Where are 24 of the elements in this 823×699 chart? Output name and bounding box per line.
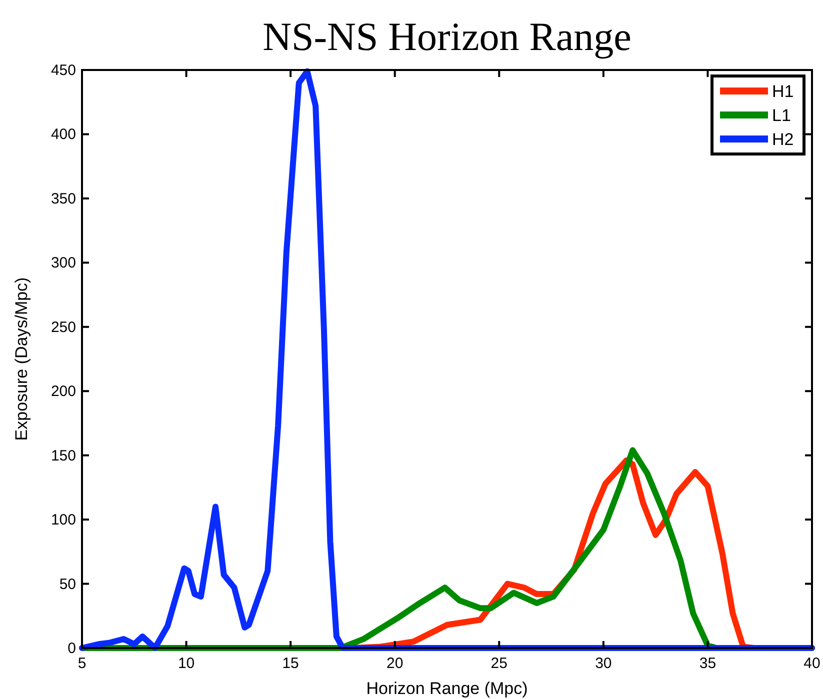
x-axis-title: Horizon Range (Mpc): [366, 679, 528, 698]
x-tick-label: 30: [595, 655, 612, 672]
x-tick-label: 25: [490, 655, 508, 672]
y-tick-label: 0: [68, 640, 76, 657]
y-tick-label: 300: [50, 254, 76, 272]
y-tick-label: 150: [50, 447, 76, 464]
legend-label: H2: [772, 130, 794, 149]
x-tick-label: 20: [386, 655, 404, 672]
y-axis-title: Exposure (Days/Mpc): [12, 277, 31, 441]
x-tick-label: 40: [804, 655, 820, 672]
x-tick-label: 35: [699, 655, 716, 672]
y-tick-label: 50: [59, 576, 76, 593]
x-tick-label: 10: [178, 655, 195, 672]
y-tick-label: 350: [50, 190, 76, 208]
legend-label: H1: [772, 82, 794, 101]
x-tick-label: 15: [282, 655, 299, 672]
y-tick-label: 400: [50, 126, 76, 144]
y-tick-label: 200: [50, 383, 76, 400]
legend-label: L1: [772, 106, 791, 125]
y-tick-label: 250: [50, 318, 76, 336]
chart-title: NS-NS Horizon Range: [262, 14, 632, 59]
y-tick-label: 450: [50, 62, 76, 79]
x-tick-label: 5: [78, 655, 86, 672]
y-tick-label: 100: [50, 512, 76, 529]
